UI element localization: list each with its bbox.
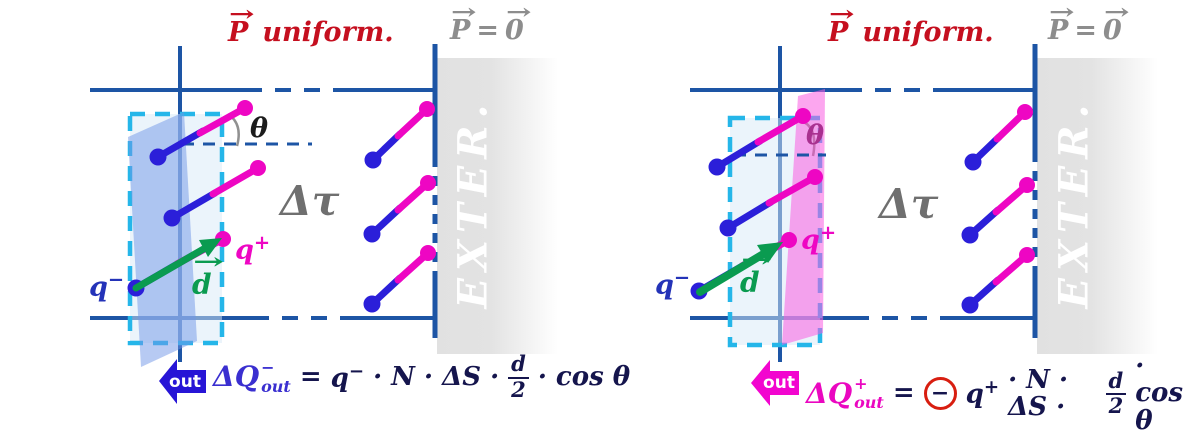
dipole xyxy=(964,104,1033,171)
delta-q-term: ΔQ + out xyxy=(806,374,884,413)
exterior-region-left xyxy=(437,58,558,354)
out-arrow-left-panel xyxy=(159,359,206,404)
dipole xyxy=(149,100,253,166)
p-vector-symbol: → P xyxy=(828,1,855,48)
p-vector-symbol: → P xyxy=(228,1,255,48)
dipole xyxy=(163,160,266,227)
negative-charge-dot xyxy=(149,148,167,166)
positive-charge-label-left: q+ xyxy=(235,231,271,266)
delta-q-term: ΔQ − out xyxy=(213,357,291,396)
out-arrow-right-panel xyxy=(751,360,799,406)
dipole xyxy=(364,101,435,169)
positive-charge-dot xyxy=(237,100,253,116)
dipole xyxy=(708,108,811,176)
volume-element-label-left: Δτ xyxy=(280,177,340,225)
positive-charge-label-right: q+ xyxy=(801,221,837,256)
volume-element-label-right: Δτ xyxy=(879,180,939,228)
dipole xyxy=(961,247,1035,314)
dipole xyxy=(961,177,1035,244)
angle-label-left: θ xyxy=(250,113,269,144)
dipole xyxy=(363,245,436,313)
angle-label-right: θ xyxy=(806,120,825,151)
dipole xyxy=(363,175,436,243)
right-panel xyxy=(690,44,1038,406)
p-zero-label-left: → P = → 0 xyxy=(450,0,532,46)
displacement-arrow xyxy=(696,242,783,296)
arrowhead xyxy=(199,238,222,257)
dipole xyxy=(719,169,823,237)
angle-arc xyxy=(803,120,816,157)
arrowhead xyxy=(757,242,783,263)
circled-minus-sign: − xyxy=(923,377,957,411)
displacement-label-left: → d xyxy=(192,249,225,301)
negative-charge-label-right: q− xyxy=(655,266,691,301)
displacement-arrow xyxy=(132,238,222,292)
out-label-right: out xyxy=(763,373,795,393)
displacement-label-right: → d xyxy=(740,247,773,299)
charge-sheet-blue xyxy=(128,112,197,367)
exterior-region-right xyxy=(1037,58,1158,354)
p-zero-label-right: → P = → 0 xyxy=(1048,0,1130,46)
out-label-left: out xyxy=(169,372,201,392)
left-panel xyxy=(90,44,438,404)
negative-charge-label-left: q− xyxy=(89,268,125,303)
